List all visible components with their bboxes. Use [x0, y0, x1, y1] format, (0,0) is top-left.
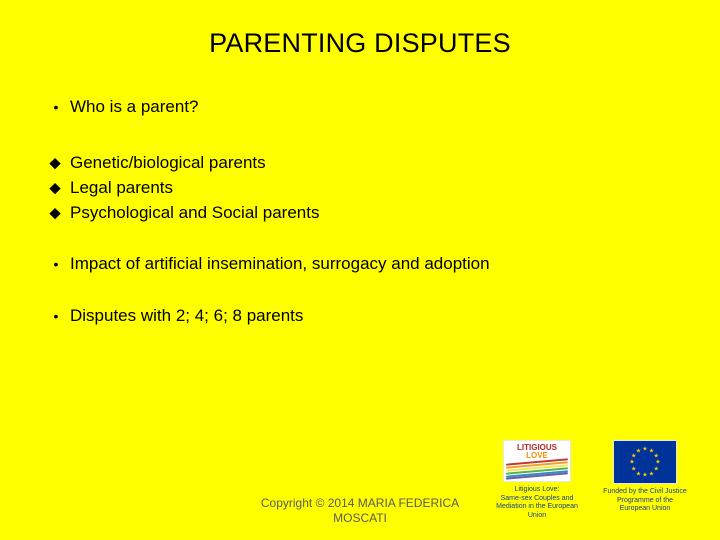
caption-line: Mediation in the European Union — [492, 503, 582, 520]
bullet-text: Who is a parent? — [70, 96, 662, 117]
caption-line: Litigious Love: — [492, 486, 582, 494]
diamond-bullet-icon — [42, 202, 70, 223]
bullet-row: • Impact of artificial insemination, sur… — [42, 253, 662, 275]
eu-flag-icon: ★★★★★★★★★★★★ — [613, 440, 677, 484]
slide-title: PARENTING DISPUTES — [0, 28, 720, 59]
eu-logo-block: ★★★★★★★★★★★★ Funded by the Civil Justice… — [600, 440, 690, 513]
caption-line: European Union — [603, 505, 687, 513]
caption-line: Same-sex Couples and — [492, 495, 582, 503]
rainbow-wave-icon — [506, 461, 568, 477]
caption-line: Programme of the — [603, 497, 687, 505]
bullet-row: Genetic/biological parents — [42, 152, 662, 173]
slide: PARENTING DISPUTES • Who is a parent? Ge… — [0, 0, 720, 540]
bullet-row: • Who is a parent? — [42, 96, 662, 118]
logo-caption: Litigious Love: Same-sex Couples and Med… — [492, 486, 582, 520]
logo-text-line: LOVE — [526, 451, 548, 460]
bullet-dot-icon: • — [42, 253, 70, 275]
caption-line: Funded by the Civil Justice — [603, 488, 687, 496]
bullet-dot-icon: • — [42, 305, 70, 327]
footer-logos: LITIGIOUS LOVE Litigious Love: Same-sex … — [492, 440, 690, 520]
bullet-text: Disputes with 2; 4; 6; 8 parents — [70, 305, 662, 326]
logo-caption: Funded by the Civil Justice Programme of… — [603, 488, 687, 513]
bullet-text: Impact of artificial insemination, surro… — [70, 253, 662, 274]
bullet-text: Legal parents — [70, 177, 662, 198]
bullet-row: Psychological and Social parents — [42, 202, 662, 223]
bullet-dot-icon: • — [42, 96, 70, 118]
diamond-bullet-icon — [42, 152, 70, 173]
slide-body: • Who is a parent? Genetic/biological pa… — [42, 96, 662, 331]
diamond-bullet-icon — [42, 177, 70, 198]
bullet-row: • Disputes with 2; 4; 6; 8 parents — [42, 305, 662, 327]
bullet-text: Genetic/biological parents — [70, 152, 662, 173]
bullet-row: Legal parents — [42, 177, 662, 198]
litigious-love-logo-block: LITIGIOUS LOVE Litigious Love: Same-sex … — [492, 440, 582, 520]
litigious-love-logo: LITIGIOUS LOVE — [503, 440, 571, 482]
bullet-text: Psychological and Social parents — [70, 202, 662, 223]
